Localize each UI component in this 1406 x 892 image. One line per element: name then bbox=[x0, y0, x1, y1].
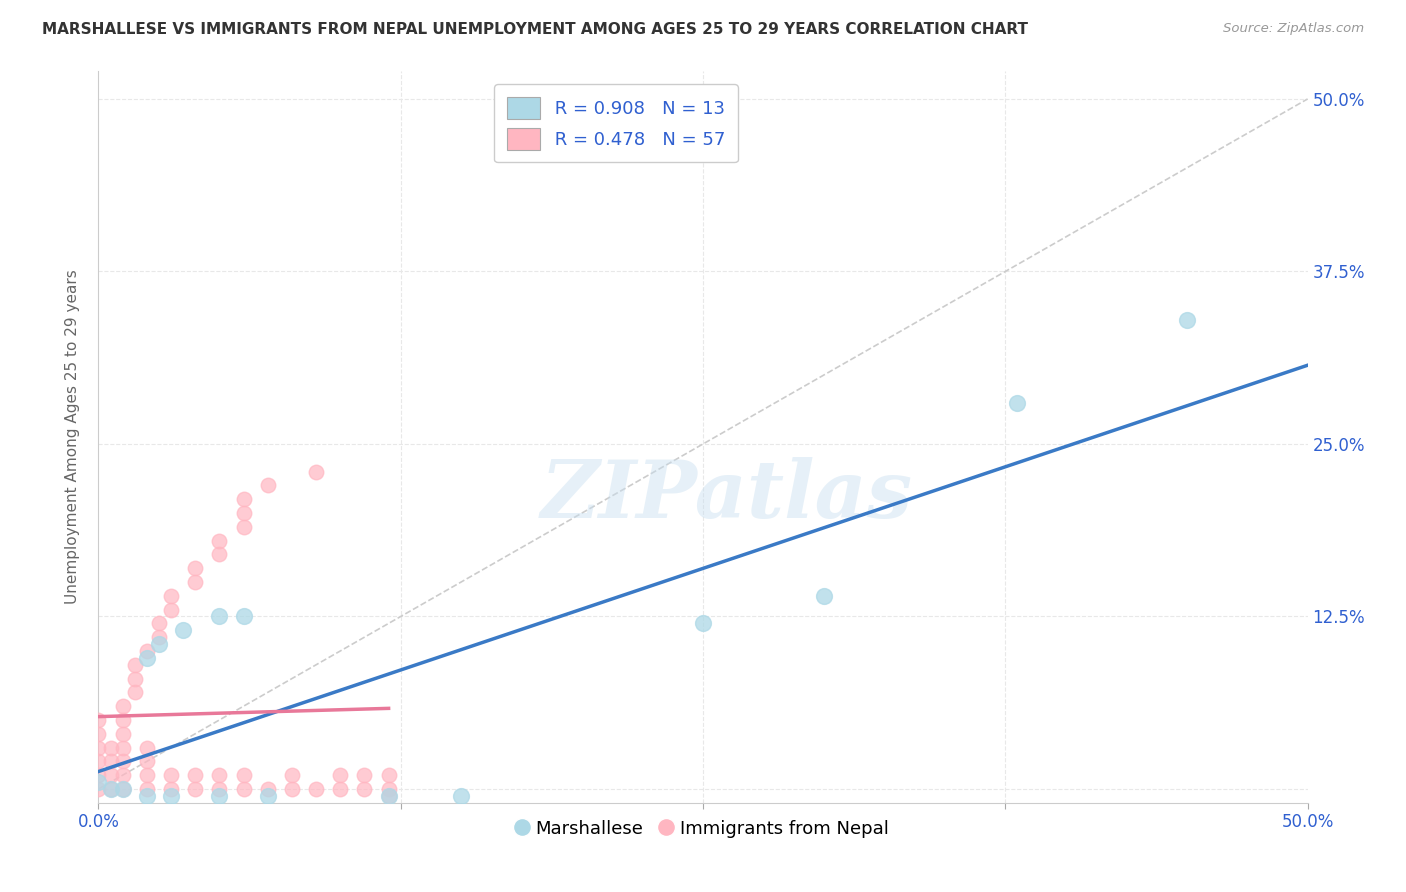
Point bbox=[111, 782, 134, 797]
Point bbox=[377, 789, 399, 803]
Point bbox=[135, 782, 157, 797]
Point bbox=[184, 782, 207, 797]
Point bbox=[135, 789, 157, 803]
Text: MARSHALLESE VS IMMIGRANTS FROM NEPAL UNEMPLOYMENT AMONG AGES 25 TO 29 YEARS CORR: MARSHALLESE VS IMMIGRANTS FROM NEPAL UNE… bbox=[42, 22, 1028, 37]
Point bbox=[100, 740, 122, 755]
Point bbox=[160, 589, 183, 603]
Point bbox=[100, 782, 122, 797]
Point bbox=[450, 789, 472, 803]
Point bbox=[208, 548, 231, 562]
Point bbox=[111, 740, 134, 755]
Point bbox=[692, 616, 714, 631]
Point bbox=[377, 768, 399, 782]
Point bbox=[172, 624, 194, 638]
Point bbox=[208, 768, 231, 782]
Point bbox=[124, 672, 146, 686]
Point bbox=[135, 755, 157, 769]
Point bbox=[813, 589, 835, 603]
Point bbox=[256, 789, 278, 803]
Text: ZIPatlas: ZIPatlas bbox=[541, 457, 914, 534]
Point bbox=[184, 561, 207, 575]
Point bbox=[377, 789, 399, 803]
Point bbox=[329, 768, 352, 782]
Point bbox=[377, 782, 399, 797]
Point bbox=[87, 727, 110, 741]
Point bbox=[148, 616, 170, 631]
Point bbox=[256, 782, 278, 797]
Point bbox=[1007, 395, 1029, 409]
Point bbox=[232, 768, 254, 782]
Point bbox=[111, 713, 134, 727]
Point bbox=[124, 685, 146, 699]
Point bbox=[208, 533, 231, 548]
Point bbox=[208, 789, 231, 803]
Point bbox=[160, 602, 183, 616]
Point bbox=[305, 465, 328, 479]
Point bbox=[135, 644, 157, 658]
Point bbox=[135, 651, 157, 665]
Point bbox=[100, 782, 122, 797]
Point bbox=[232, 609, 254, 624]
Point bbox=[232, 506, 254, 520]
Point bbox=[1175, 312, 1198, 326]
Text: Source: ZipAtlas.com: Source: ZipAtlas.com bbox=[1223, 22, 1364, 36]
Point bbox=[281, 768, 304, 782]
Point bbox=[353, 782, 375, 797]
Point bbox=[100, 768, 122, 782]
Point bbox=[87, 755, 110, 769]
Point bbox=[111, 755, 134, 769]
Point bbox=[111, 727, 134, 741]
Point bbox=[281, 782, 304, 797]
Point bbox=[256, 478, 278, 492]
Point bbox=[208, 782, 231, 797]
Point bbox=[111, 768, 134, 782]
Y-axis label: Unemployment Among Ages 25 to 29 years: Unemployment Among Ages 25 to 29 years bbox=[65, 269, 80, 605]
Point bbox=[208, 609, 231, 624]
Point bbox=[87, 775, 110, 789]
Point bbox=[160, 768, 183, 782]
Point bbox=[232, 492, 254, 507]
Legend: Marshallese, Immigrants from Nepal: Marshallese, Immigrants from Nepal bbox=[510, 813, 896, 845]
Point bbox=[232, 782, 254, 797]
Point bbox=[305, 782, 328, 797]
Point bbox=[87, 768, 110, 782]
Point bbox=[135, 768, 157, 782]
Point bbox=[135, 740, 157, 755]
Point bbox=[184, 574, 207, 589]
Point bbox=[87, 782, 110, 797]
Point bbox=[184, 768, 207, 782]
Point bbox=[100, 755, 122, 769]
Point bbox=[124, 657, 146, 672]
Point bbox=[232, 520, 254, 534]
Point bbox=[160, 782, 183, 797]
Point bbox=[148, 637, 170, 651]
Point bbox=[329, 782, 352, 797]
Point bbox=[353, 768, 375, 782]
Point bbox=[87, 740, 110, 755]
Point bbox=[160, 789, 183, 803]
Point bbox=[111, 782, 134, 797]
Point bbox=[148, 630, 170, 644]
Point bbox=[111, 699, 134, 714]
Point bbox=[87, 713, 110, 727]
